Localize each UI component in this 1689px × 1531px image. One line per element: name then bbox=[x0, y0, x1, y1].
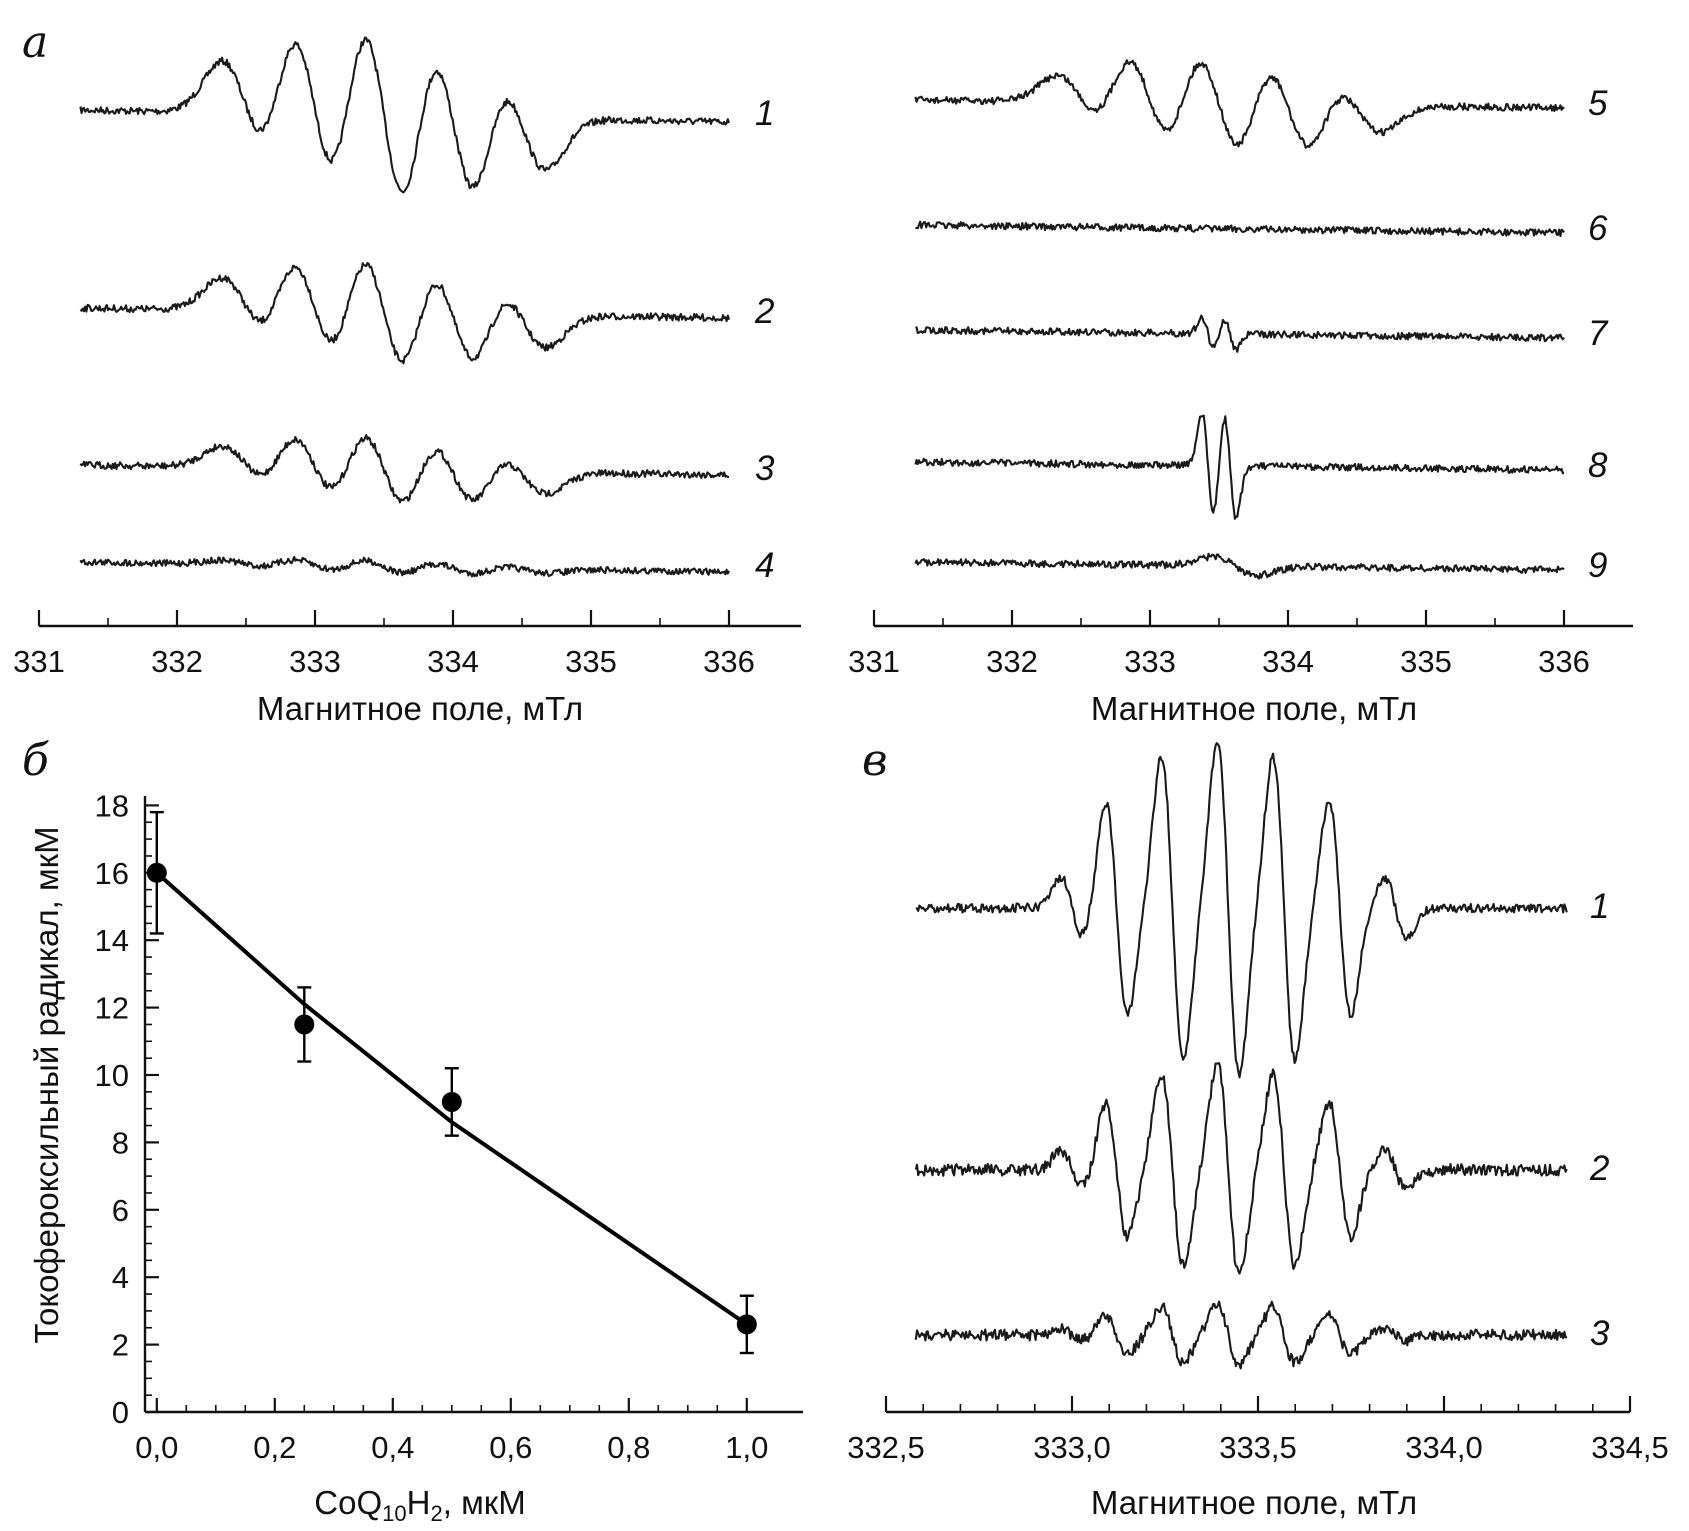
panel-b-x-tick-label: 0,8 bbox=[607, 1430, 650, 1465]
panel-b-x-label: CoQ10H2, мкМ bbox=[314, 1484, 525, 1526]
panel-c-spectra: 1 2 3 bbox=[914, 742, 1610, 1370]
trace-number-9: 9 bbox=[1588, 546, 1607, 585]
panel-label-c: в bbox=[862, 735, 888, 786]
trace-number-3: 3 bbox=[1590, 1314, 1610, 1353]
panel-c-x-ticks: 332,5 333,0 333,5 334,0 334,5 bbox=[847, 1396, 1669, 1465]
panel-a-left-x-tick-label: 335 bbox=[565, 644, 617, 679]
panel-b-plot: 0 2 4 6 8 10 12 14 16 18 0,0 0,2 0,4 0,6 0,8 1,0 bbox=[95, 788, 803, 1465]
trace-number-1: 1 bbox=[1590, 887, 1609, 926]
panel-a-right-x-tick-label: 334 bbox=[1262, 644, 1314, 679]
panel-a-right-x-ticks: 331 332 333 334 335 336 bbox=[848, 610, 1590, 679]
panel-c-x-tick-label: 334,0 bbox=[1405, 1430, 1483, 1465]
panel-a-left-x-tick-label: 333 bbox=[289, 644, 341, 679]
data-point bbox=[441, 1091, 462, 1112]
panel-b-y-tick-label: 10 bbox=[95, 1058, 129, 1093]
panel-c-x-tick-label: 332,5 bbox=[847, 1430, 925, 1465]
spectrum-trace-2 bbox=[914, 1062, 1568, 1275]
spectrum-trace-3 bbox=[79, 434, 729, 504]
panel-b-x-label-sub2: 2 bbox=[430, 1501, 442, 1526]
panel-b-x-tick-label: 0,2 bbox=[253, 1430, 296, 1465]
panel-a-right-x-tick-label: 332 bbox=[986, 644, 1038, 679]
panel-b-y-tick-label: 18 bbox=[95, 788, 129, 823]
panel-a-right-x-tick-label: 336 bbox=[1538, 644, 1590, 679]
panel-a-left-x-label: Магнитное поле, мТл bbox=[257, 690, 583, 727]
panel-b-x-label-sub1: 10 bbox=[382, 1501, 406, 1526]
panel-label-a: а bbox=[22, 17, 48, 68]
panel-a-left-spectra: 1 2 3 4 bbox=[79, 36, 775, 585]
spectrum-trace-1 bbox=[915, 742, 1568, 1079]
trace-number-7: 7 bbox=[1588, 314, 1609, 353]
spectrum-trace-3 bbox=[914, 1300, 1568, 1370]
panel-b-x-label-mid: H bbox=[407, 1484, 431, 1521]
spectrum-trace-4 bbox=[79, 555, 730, 578]
spectrum-trace-8 bbox=[914, 414, 1565, 520]
spectrum-trace-6 bbox=[915, 220, 1565, 238]
panel-c-x-tick-label: 333,5 bbox=[1219, 1430, 1297, 1465]
panel-a-right-spectra: 5 6 7 8 9 bbox=[914, 59, 1609, 585]
panel-b-y-tick-label: 12 bbox=[95, 991, 129, 1026]
panel-b-x-tick-label: 0,0 bbox=[135, 1430, 178, 1465]
data-point bbox=[294, 1014, 315, 1035]
panel-a-left-x-tick-label: 331 bbox=[13, 644, 65, 679]
trace-number-2: 2 bbox=[1589, 1149, 1609, 1188]
spectrum-trace-9 bbox=[914, 552, 1565, 580]
data-point bbox=[736, 1314, 757, 1335]
panel-a-left-x-tick-label: 332 bbox=[151, 644, 203, 679]
trace-number-4: 4 bbox=[755, 546, 774, 585]
panel-b-y-tick-label: 16 bbox=[95, 856, 129, 891]
panel-a-right-x-label: Магнитное поле, мТл bbox=[1091, 690, 1417, 727]
panel-c-x-tick-label: 334,5 bbox=[1591, 1430, 1669, 1465]
data-point bbox=[146, 862, 167, 883]
panel-b-y-tick-label: 14 bbox=[95, 923, 129, 958]
trace-number-6: 6 bbox=[1588, 209, 1608, 248]
trace-number-8: 8 bbox=[1588, 446, 1608, 485]
spectrum-trace-1 bbox=[79, 36, 730, 194]
panel-b-x-label-base: CoQ bbox=[314, 1484, 382, 1521]
fit-line bbox=[155, 871, 748, 1327]
panel-b-y-tick-label: 0 bbox=[112, 1395, 129, 1430]
panel-b-x-tick-label: 0,4 bbox=[371, 1430, 414, 1465]
panel-label-b: б bbox=[22, 735, 49, 786]
panel-b-x-tick-label: 0,6 bbox=[489, 1430, 532, 1465]
panel-a-left-x-tick-label: 334 bbox=[427, 644, 479, 679]
panel-a-right-x-tick-label: 331 bbox=[848, 644, 900, 679]
panel-b-y-label: Токофероксильный радикал, мкМ bbox=[28, 826, 65, 1343]
panel-b-y-tick-label: 8 bbox=[112, 1125, 129, 1160]
spectrum-trace-7 bbox=[915, 314, 1565, 353]
trace-number-1: 1 bbox=[755, 94, 774, 133]
panel-b-y-tick-label: 2 bbox=[112, 1328, 129, 1363]
panel-a-right-x-tick-label: 335 bbox=[1400, 644, 1452, 679]
panel-c-x-label: Магнитное поле, мТл bbox=[1091, 1484, 1417, 1521]
spectrum-trace-5 bbox=[914, 59, 1565, 149]
panel-b-x-label-unit: , мкМ bbox=[443, 1484, 526, 1521]
panel-a-left-x-tick-label: 336 bbox=[703, 644, 755, 679]
trace-number-5: 5 bbox=[1588, 84, 1608, 123]
trace-number-3: 3 bbox=[755, 449, 775, 488]
panel-b-y-tick-label: 4 bbox=[112, 1260, 129, 1295]
panel-c-x-tick-label: 333,0 bbox=[1033, 1430, 1111, 1465]
panel-b-x-tick-label: 1,0 bbox=[725, 1430, 768, 1465]
trace-number-2: 2 bbox=[754, 292, 774, 331]
spectrum-trace-2 bbox=[79, 261, 731, 365]
panel-a-left-x-ticks: 331 332 333 334 335 336 bbox=[13, 610, 755, 679]
panel-b-y-tick-label: 6 bbox=[112, 1193, 129, 1228]
panel-a-right-x-tick-label: 333 bbox=[1124, 644, 1176, 679]
